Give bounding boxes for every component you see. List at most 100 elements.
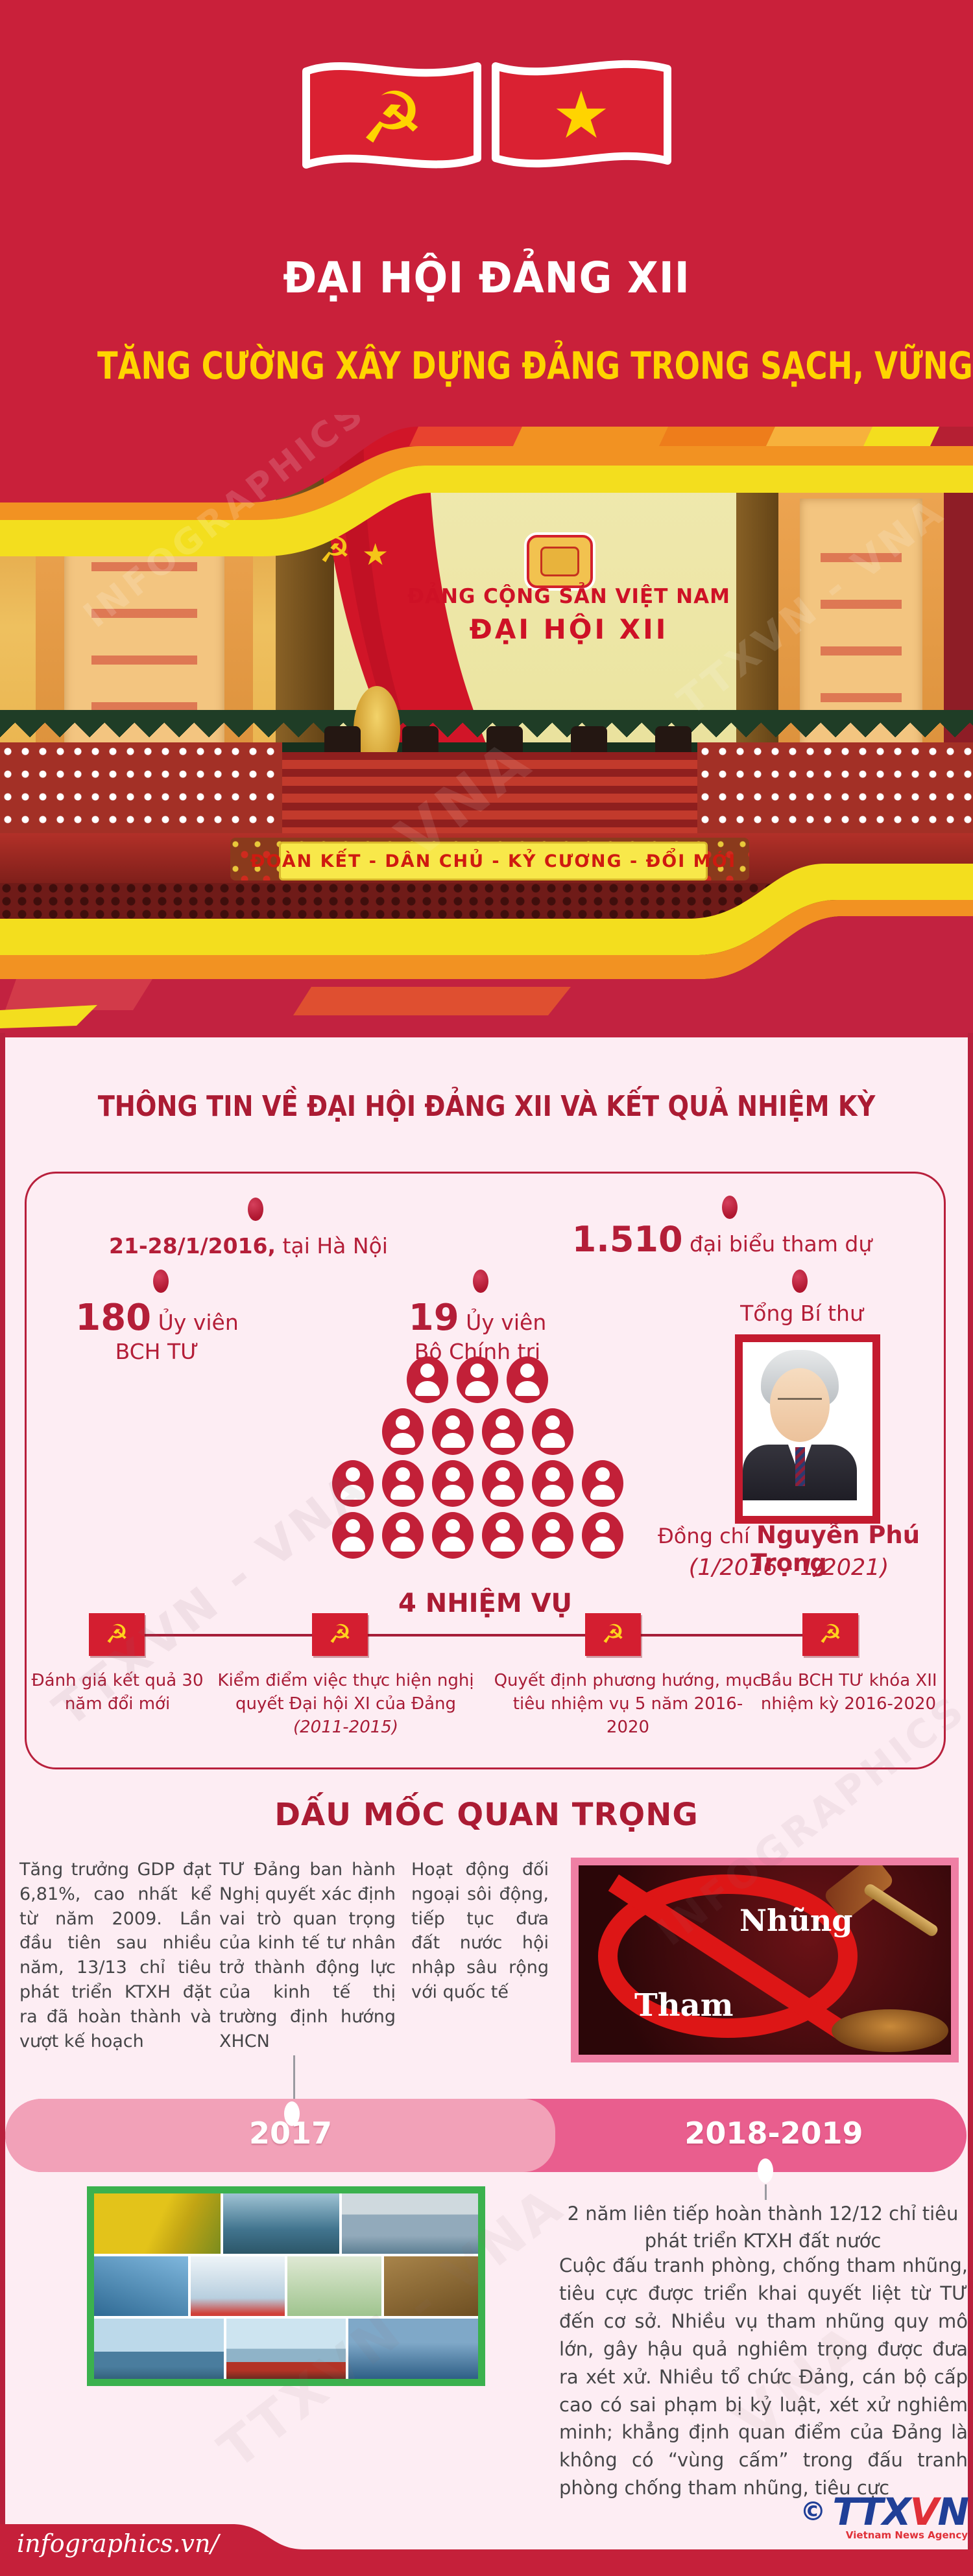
- collage-tile-city: [341, 2193, 478, 2254]
- collage-tile-oil-rig: [348, 2319, 479, 2380]
- delegate-seats: [282, 752, 697, 843]
- gavel-handle: [862, 1882, 940, 1938]
- congress-date: 21-28/1/2016, tại Hà Nội: [109, 1233, 388, 1258]
- task-item: Bầu BCH TƯ khóa XII nhiệm kỳ 2016-2020: [760, 1671, 937, 1714]
- person-icon: [531, 1408, 573, 1455]
- hammer-sickle-icon: ☭: [360, 77, 424, 160]
- bullet-dot: [792, 1270, 808, 1293]
- politburo-members-grid: [283, 1356, 672, 1564]
- bullet-dot: [473, 1270, 488, 1293]
- right-border: [968, 1033, 973, 2576]
- flag-icon: ☭: [802, 1613, 858, 1656]
- milestone-column-economy: TƯ Đảng ban hành Nghị quyết xác định vai…: [219, 1860, 396, 2051]
- congress-photo: ☭ ★ ĐẢNG CỘNG SẢN VIỆT NAM ĐẠI HỘI XII Đ…: [0, 415, 973, 1037]
- person-icon: [381, 1512, 424, 1559]
- person-icon: [581, 1460, 623, 1507]
- ttxvn-logo: © TTXVN Vietnam News Agency: [798, 2490, 969, 2541]
- star-icon: ★: [552, 77, 610, 153]
- general-secretary-label: Tổng Bí thư: [740, 1301, 863, 1326]
- task-item: Đánh giá kết quả 30 năm đổi mới: [31, 1671, 204, 1714]
- collage-tile-money: [384, 2256, 478, 2317]
- collage-tile-boats: [94, 2319, 224, 2380]
- timeline-note: 2 năm liên tiếp hoàn thành 12/12 chỉ tiê…: [567, 2203, 959, 2252]
- general-secretary-name: Đồng chí Nguyễn Phú Trọng: [657, 1521, 920, 1577]
- collage-tile-port: [226, 2319, 346, 2380]
- stats-box: 21-28/1/2016, tại Hà Nội 1.510 đại biểu …: [25, 1172, 946, 1769]
- party-flag-icon: ☭: [302, 62, 481, 169]
- person-icon: [407, 1356, 448, 1403]
- page-subtitle: TĂNG CƯỜNG XÂY DỰNG ĐẢNG TRONG SẠCH, VỮN…: [97, 344, 973, 388]
- bullet-dot: [153, 1270, 169, 1293]
- collage-tile-construction: [94, 2256, 188, 2317]
- person-icon: [531, 1512, 573, 1559]
- person-icon: [381, 1460, 424, 1507]
- timeline-segment-2017: [5, 2099, 555, 2172]
- task-item: Quyết định phương hướng, mục tiêu nhiệm …: [494, 1671, 762, 1737]
- timeline-dot: [284, 2101, 300, 2126]
- bottom-wave-decoration: [0, 864, 973, 1037]
- hammer-sickle-icon: ☭: [601, 1620, 625, 1649]
- person-icon: [381, 1408, 424, 1455]
- flags-emblem: ☭ ★: [302, 60, 671, 169]
- anti-corruption-paragraph: Cuộc đấu tranh phòng, chống tham nhũng, …: [559, 2254, 968, 2499]
- hammer-sickle-icon: ☭: [328, 1620, 352, 1649]
- politburo-count: 19 Ủy viên Bộ Chính trị: [408, 1297, 547, 1364]
- person-icon: [331, 1512, 374, 1559]
- central-committee-count: 180 Ủy viên BCH TƯ: [75, 1297, 239, 1364]
- footer-band: [0, 2524, 973, 2576]
- person-icon: [431, 1460, 474, 1507]
- section-title-info: THÔNG TIN VỀ ĐẠI HỘI ĐẢNG XII VÀ KẾT QUẢ…: [97, 1090, 876, 1123]
- task-item: Kiểm điểm việc thực hiện nghị quyết Đại …: [217, 1671, 474, 1737]
- general-secretary-photo: [735, 1334, 880, 1524]
- slogan-banner: ĐOÀN KẾT - DÂN CHỦ - KỶ CƯƠNG - ĐỔI MỚI: [250, 842, 735, 880]
- person-icon: [481, 1460, 523, 1507]
- hammer-sickle-icon: ☭: [819, 1620, 842, 1649]
- gavel-base: [832, 2009, 948, 2052]
- person-icon: [331, 1460, 374, 1507]
- info-section: THÔNG TIN VỀ ĐẠI HỘI ĐẢNG XII VÀ KẾT QUẢ…: [0, 1033, 973, 2576]
- person-icon: [481, 1512, 523, 1559]
- anti-corruption-image: Nhũng Tham: [571, 1858, 959, 2062]
- collage-tile-rice: [94, 2193, 221, 2254]
- person-icon: [431, 1408, 474, 1455]
- national-flag-icon: ★: [492, 60, 671, 168]
- flag-icon: ☭: [312, 1613, 368, 1656]
- person-icon: [531, 1460, 573, 1507]
- timeline-dot: [758, 2158, 773, 2183]
- collage-tile-factory: [222, 2193, 339, 2254]
- general-secretary-term: (1/2016 - 1/2021): [688, 1555, 889, 1581]
- ttxvn-logo-text: TTXVN: [832, 2490, 969, 2534]
- section-title-milestones: DẤU MỐC QUAN TRỌNG: [274, 1797, 699, 1833]
- footer-site-link[interactable]: infographics.vn/: [17, 2529, 219, 2558]
- party-emblem: [527, 535, 593, 588]
- economy-photo-collage: [87, 2186, 485, 2386]
- flag-icon: ☭: [585, 1613, 641, 1656]
- ttxvn-logo-subtitle: Vietnam News Agency: [845, 2529, 968, 2541]
- flag-icon: ☭: [89, 1613, 145, 1656]
- bullet-dot: [722, 1196, 738, 1219]
- person-icon: [457, 1356, 498, 1403]
- anti-corruption-word2: Tham: [634, 1987, 734, 2024]
- person-icon: [507, 1356, 548, 1403]
- delegates-count: 1.510 đại biểu tham dự: [571, 1219, 872, 1260]
- collage-tile-chart: [191, 2256, 285, 2317]
- backdrop-banner-line2: ĐẠI HỘI XII: [469, 613, 669, 645]
- collage-tile-calculator: [287, 2256, 381, 2317]
- tasks-connector-line: [117, 1634, 830, 1637]
- copyright-icon: ©: [800, 2497, 826, 2527]
- person-icon: [431, 1512, 474, 1559]
- person-icon: [481, 1408, 523, 1455]
- timeline-bar: 2017 2018-2019: [5, 2099, 967, 2172]
- left-border: [0, 1033, 5, 2576]
- backdrop-banner-line1: ĐẢNG CỘNG SẢN VIỆT NAM: [407, 585, 730, 608]
- anti-corruption-word1: Nhũng: [739, 1903, 853, 1938]
- page-title: ĐẠI HỘI ĐẢNG XII: [283, 253, 690, 303]
- tasks-title: 4 NHIỆM VỤ: [398, 1589, 573, 1618]
- milestone-column-foreign: Hoạt động đối ngoại sôi động, tiếp tục đ…: [411, 1860, 549, 2002]
- milestone-column-gdp: Tăng trưởng GDP đạt 6,81%, cao nhất kể t…: [19, 1860, 211, 2051]
- timeline-label-2018-2019: 2018-2019: [684, 2116, 863, 2151]
- top-wave-decoration: [0, 415, 973, 556]
- hammer-sickle-icon: ☭: [105, 1620, 128, 1649]
- person-icon: [581, 1512, 623, 1559]
